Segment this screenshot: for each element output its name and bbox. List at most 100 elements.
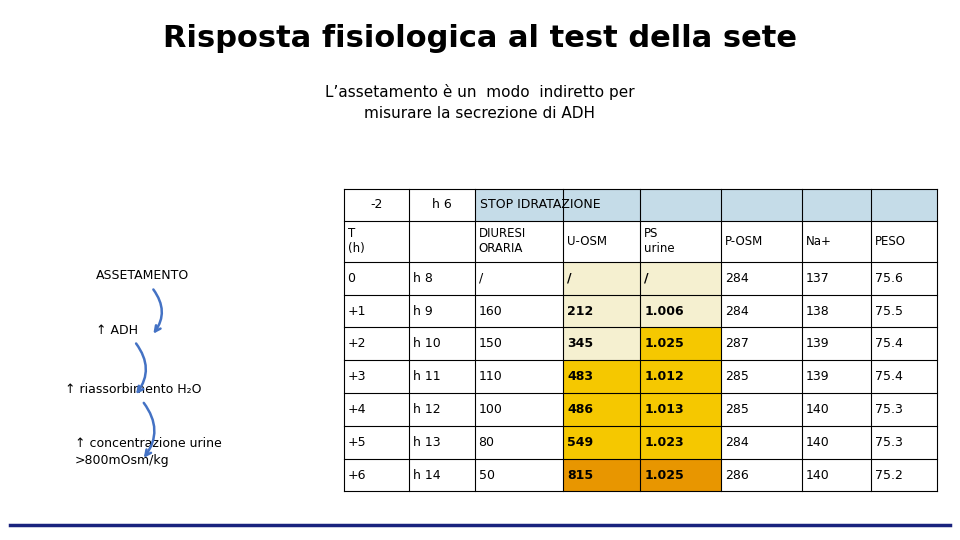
Text: 140: 140: [806, 469, 829, 482]
Bar: [344, 295, 409, 327]
Text: /: /: [478, 272, 483, 285]
Bar: [474, 262, 564, 295]
Text: +3: +3: [348, 370, 366, 383]
Bar: [564, 327, 640, 360]
Bar: [564, 360, 640, 393]
Bar: [803, 360, 872, 393]
Bar: [409, 295, 474, 327]
Bar: [872, 426, 937, 458]
Bar: [474, 360, 564, 393]
Text: 75.3: 75.3: [876, 436, 903, 449]
Text: 50: 50: [478, 469, 494, 482]
Text: 285: 285: [725, 403, 749, 416]
Bar: [803, 426, 872, 458]
Bar: [803, 458, 872, 491]
Bar: [721, 426, 803, 458]
Text: U-OSM: U-OSM: [567, 235, 607, 248]
Bar: [721, 327, 803, 360]
Bar: [474, 189, 937, 221]
Bar: [640, 327, 721, 360]
Text: h 14: h 14: [413, 469, 441, 482]
Text: 1.025: 1.025: [644, 469, 684, 482]
Text: 140: 140: [806, 403, 829, 416]
Text: 1.023: 1.023: [644, 436, 684, 449]
Bar: [721, 295, 803, 327]
Bar: [872, 327, 937, 360]
Bar: [564, 393, 640, 426]
Text: ↑ ADH: ↑ ADH: [96, 324, 138, 337]
Text: 287: 287: [725, 338, 749, 350]
Text: 285: 285: [725, 370, 749, 383]
Text: 1.006: 1.006: [644, 305, 684, 318]
Text: T
(h): T (h): [348, 227, 364, 255]
Text: Risposta fisiologica al test della sete: Risposta fisiologica al test della sete: [163, 24, 797, 53]
Text: 284: 284: [725, 436, 749, 449]
Text: +6: +6: [348, 469, 366, 482]
Bar: [640, 295, 721, 327]
Bar: [409, 262, 474, 295]
Text: 1.025: 1.025: [644, 338, 684, 350]
Bar: [344, 221, 409, 262]
Text: /: /: [567, 272, 572, 285]
Bar: [409, 221, 474, 262]
Bar: [640, 426, 721, 458]
Bar: [721, 458, 803, 491]
Bar: [803, 393, 872, 426]
Text: 140: 140: [806, 436, 829, 449]
Text: +4: +4: [348, 403, 366, 416]
Bar: [564, 458, 640, 491]
Text: DIURESI
ORARIA: DIURESI ORARIA: [478, 227, 526, 255]
Bar: [344, 426, 409, 458]
Bar: [409, 360, 474, 393]
Bar: [409, 327, 474, 360]
Text: ↑ riassorbimento H₂O: ↑ riassorbimento H₂O: [65, 383, 202, 396]
Bar: [474, 327, 564, 360]
Text: Na+: Na+: [806, 235, 831, 248]
Text: 139: 139: [806, 370, 829, 383]
Text: -2: -2: [371, 198, 383, 212]
Text: 486: 486: [567, 403, 593, 416]
Text: 75.3: 75.3: [876, 403, 903, 416]
Bar: [409, 458, 474, 491]
Text: 100: 100: [478, 403, 502, 416]
Bar: [803, 327, 872, 360]
Text: 80: 80: [478, 436, 494, 449]
Bar: [872, 221, 937, 262]
Bar: [344, 262, 409, 295]
Text: 1.013: 1.013: [644, 403, 684, 416]
Text: 110: 110: [478, 370, 502, 383]
Bar: [721, 221, 803, 262]
Bar: [721, 393, 803, 426]
Text: +5: +5: [348, 436, 366, 449]
Text: 549: 549: [567, 436, 593, 449]
Text: h 6: h 6: [432, 198, 452, 212]
Bar: [872, 360, 937, 393]
Bar: [409, 189, 474, 221]
Text: STOP IDRATAZIONE: STOP IDRATAZIONE: [480, 198, 601, 212]
Bar: [872, 458, 937, 491]
Bar: [564, 221, 640, 262]
Text: L’assetamento è un  modo  indiretto per
misurare la secrezione di ADH: L’assetamento è un modo indiretto per mi…: [325, 84, 635, 121]
Text: PESO: PESO: [876, 235, 906, 248]
Text: P-OSM: P-OSM: [725, 235, 763, 248]
Bar: [564, 262, 640, 295]
Bar: [474, 426, 564, 458]
Bar: [564, 426, 640, 458]
Text: h 9: h 9: [413, 305, 433, 318]
Bar: [803, 295, 872, 327]
Text: 160: 160: [478, 305, 502, 318]
Text: 150: 150: [478, 338, 502, 350]
Bar: [721, 360, 803, 393]
Bar: [640, 262, 721, 295]
Text: h 8: h 8: [413, 272, 433, 285]
Text: ASSETAMENTO: ASSETAMENTO: [96, 269, 189, 282]
Bar: [344, 393, 409, 426]
Bar: [872, 262, 937, 295]
Text: 345: 345: [567, 338, 593, 350]
Text: 75.6: 75.6: [876, 272, 903, 285]
Bar: [474, 393, 564, 426]
Text: h 12: h 12: [413, 403, 441, 416]
Bar: [474, 458, 564, 491]
Text: 0: 0: [348, 272, 355, 285]
Text: +2: +2: [348, 338, 366, 350]
